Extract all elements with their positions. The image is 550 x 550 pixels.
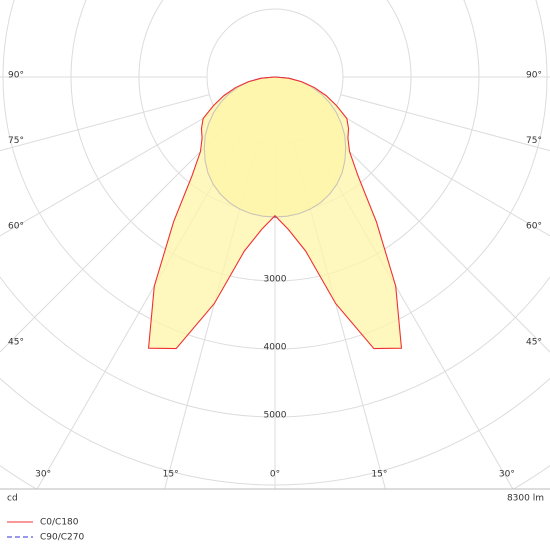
legend-label: C0/C180 (40, 518, 79, 528)
grid-line (322, 124, 550, 353)
angle-label: 30° (499, 470, 515, 480)
r-tick-label: 4000 (264, 343, 287, 353)
r-tick-label: 3000 (264, 275, 287, 285)
angle-label: 90° (526, 71, 542, 81)
angle-label: 75° (526, 136, 542, 146)
grid-line (0, 94, 210, 152)
angle-label: 15° (371, 470, 387, 480)
angle-label: 45° (526, 338, 542, 348)
series-area (148, 77, 402, 349)
flux-label: 8300 lm (507, 494, 544, 504)
angle-label: 0° (270, 470, 280, 480)
angle-label: 60° (526, 221, 542, 231)
grid-line (333, 110, 550, 237)
angle-label: 90° (8, 71, 24, 81)
angle-label: 15° (163, 470, 179, 480)
unit-label: cd (7, 494, 18, 504)
angle-label: 30° (35, 470, 51, 480)
grid-line (0, 110, 217, 237)
series-line (147, 76, 403, 350)
legend-label: C90/C270 (40, 533, 85, 543)
grid-line (0, 124, 228, 353)
legend: C0/C180 C90/C270 (7, 518, 85, 543)
angle-label: 75° (8, 136, 24, 146)
grid-line (340, 94, 550, 152)
r-tick-label: 5000 (264, 411, 287, 421)
angle-label: 45° (8, 338, 24, 348)
angle-label: 60° (8, 221, 24, 231)
